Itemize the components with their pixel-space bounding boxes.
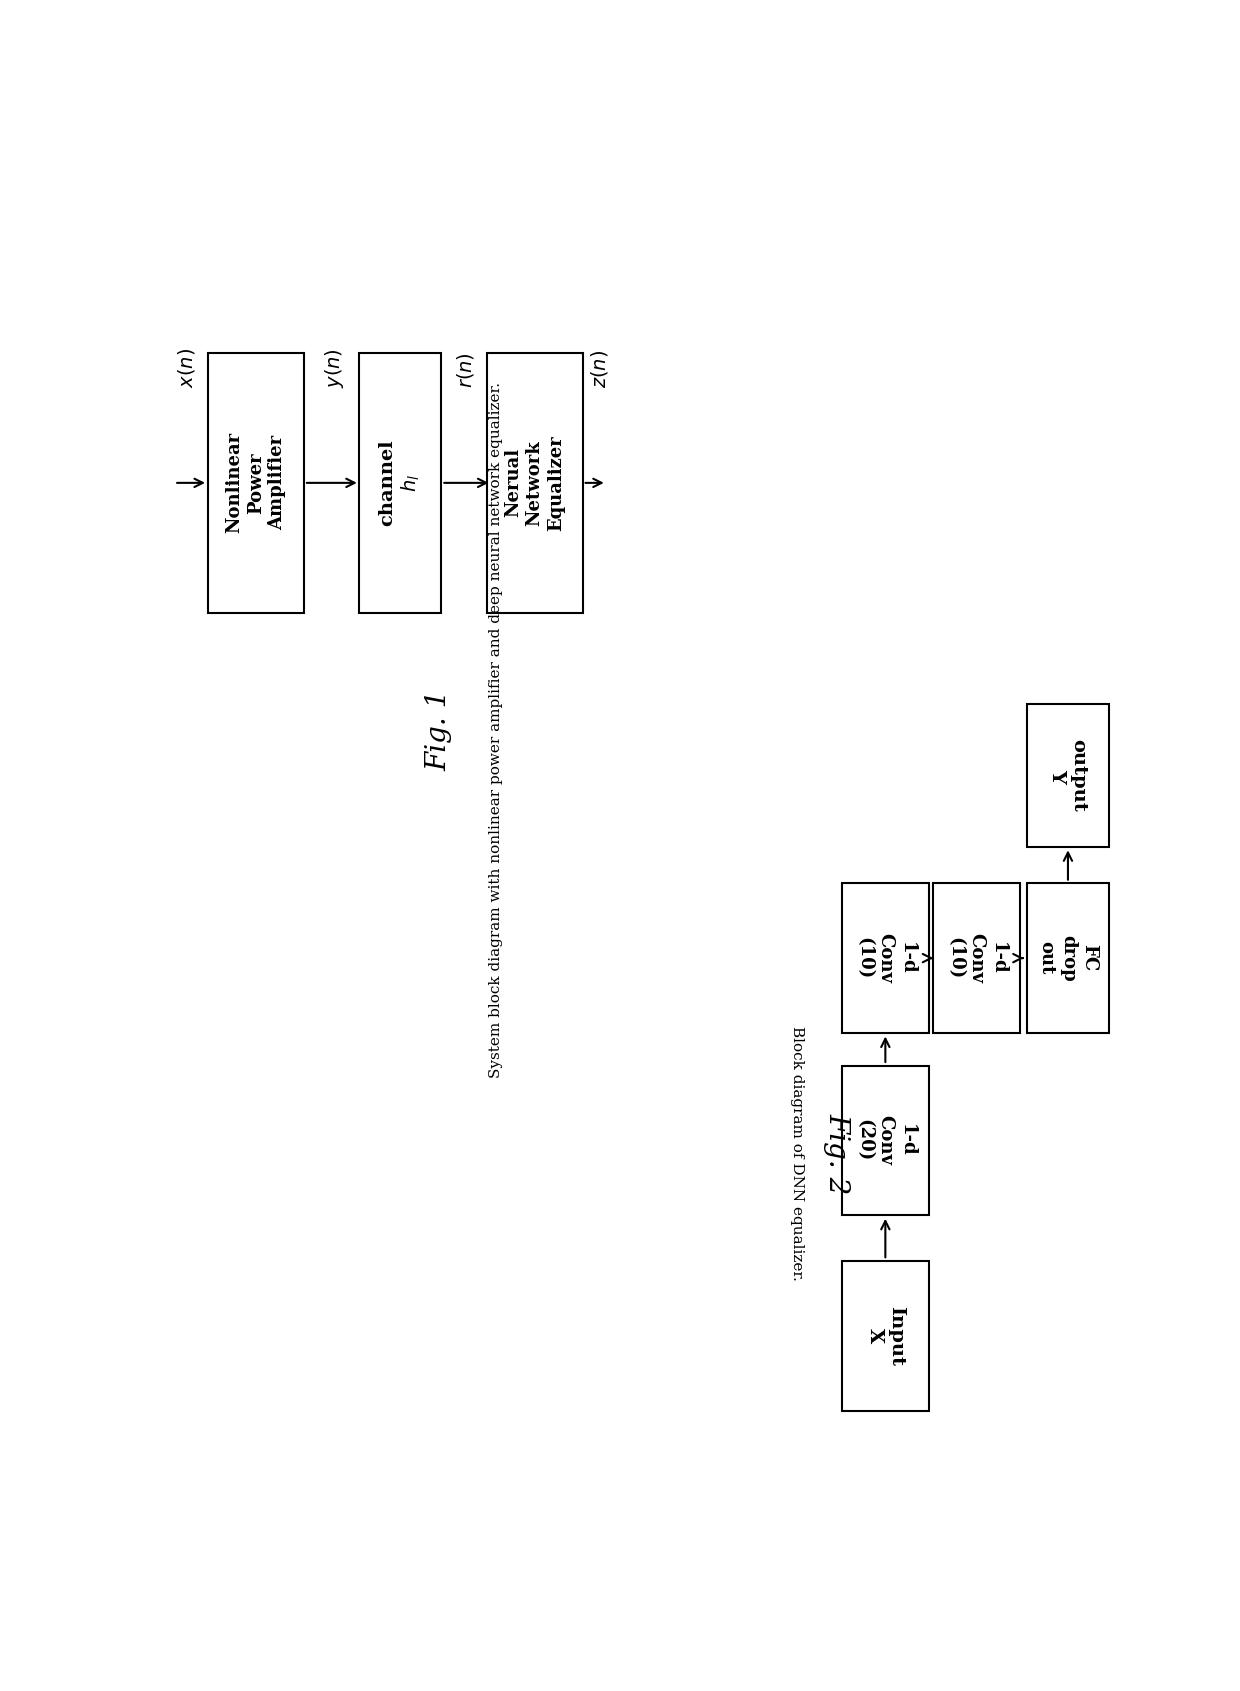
Text: 1-d
Conv
(10): 1-d Conv (10) xyxy=(854,933,916,982)
Text: FC
drop
out: FC drop out xyxy=(1038,935,1099,981)
Text: Nerual
Network
Equalizer: Nerual Network Equalizer xyxy=(505,435,565,531)
Text: Input
X: Input X xyxy=(866,1305,905,1366)
Text: Block diagram of DNN equalizer.: Block diagram of DNN equalizer. xyxy=(790,1026,804,1280)
Text: System block diagram with nonlinear power amplifier and deep neural network equa: System block diagram with nonlinear powe… xyxy=(489,382,503,1079)
Text: $y(n)$: $y(n)$ xyxy=(324,348,346,387)
Text: 1-d
Conv
(10): 1-d Conv (10) xyxy=(946,933,1007,982)
Bar xyxy=(842,1261,929,1410)
Text: channel
$h_l$: channel $h_l$ xyxy=(378,440,423,526)
Bar xyxy=(208,353,304,614)
Bar xyxy=(934,883,1019,1033)
Bar xyxy=(1027,883,1109,1033)
Bar xyxy=(842,883,929,1033)
Text: $x(n)$: $x(n)$ xyxy=(176,348,197,387)
Text: $r(n)$: $r(n)$ xyxy=(455,352,476,387)
Text: Fig. 2: Fig. 2 xyxy=(823,1113,851,1194)
Bar xyxy=(1027,703,1109,847)
Text: output
Y: output Y xyxy=(1048,739,1087,812)
Bar xyxy=(486,353,583,614)
Text: Fig. 1: Fig. 1 xyxy=(425,690,453,771)
Text: $z(n)$: $z(n)$ xyxy=(589,350,610,387)
Text: Nonlinear
Power
Amplifier: Nonlinear Power Amplifier xyxy=(226,433,286,533)
Bar xyxy=(842,1065,929,1216)
Text: 1-d
Conv
(20): 1-d Conv (20) xyxy=(854,1116,916,1165)
Bar xyxy=(360,353,441,614)
